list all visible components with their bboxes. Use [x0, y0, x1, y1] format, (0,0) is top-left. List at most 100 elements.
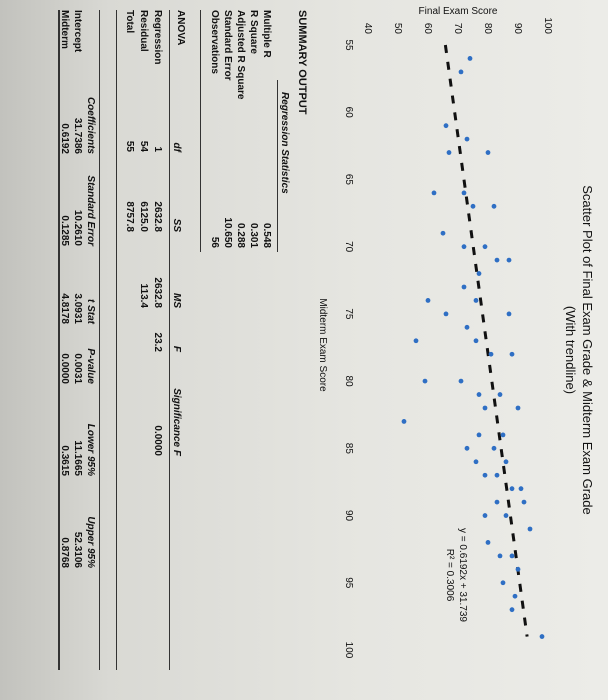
x-ticks: 55 60 65 70 75 80 85 90 95 100	[343, 39, 354, 658]
data-point	[461, 284, 467, 290]
data-point	[482, 244, 488, 250]
data-point	[494, 472, 500, 478]
coef-cell: 52.3106	[72, 531, 83, 568]
coef-header: Upper 95%	[85, 516, 96, 568]
data-point	[476, 392, 482, 397]
data-point	[494, 257, 500, 263]
data-point	[431, 190, 437, 196]
data-point	[515, 566, 521, 572]
data-point	[464, 445, 470, 451]
data-point	[515, 405, 521, 411]
anova-row-label: Residual	[138, 10, 149, 52]
coef-header: P-value	[85, 348, 96, 384]
anova-cell: 2632.8	[152, 277, 163, 308]
coef-cell: 0.8768	[59, 537, 70, 568]
summary-title: SUMMARY OUTPUT	[296, 10, 308, 115]
data-point	[461, 244, 467, 250]
coef-header: Coefficients	[85, 96, 96, 154]
data-point	[473, 459, 479, 465]
y-ticks: 40 50 60 70 80 90 100	[362, 17, 553, 34]
divider	[99, 10, 100, 670]
divider	[277, 80, 278, 252]
data-point	[413, 338, 419, 344]
x-tick-label: 65	[343, 174, 354, 186]
data-point	[539, 634, 545, 639]
data-point	[509, 553, 515, 559]
anova-header: Significance F	[171, 388, 182, 456]
reg-stat-label: Multiple R	[261, 10, 272, 58]
coef-cell: 0.0000	[59, 353, 70, 384]
y-tick-label: 60	[422, 23, 433, 35]
data-point	[488, 351, 494, 357]
trendline	[443, 44, 529, 637]
reg-stat-label: Standard Error	[222, 10, 233, 81]
data-point	[476, 271, 482, 276]
coef-cell: 31.7386	[72, 117, 83, 154]
data-point	[482, 513, 488, 518]
data-point	[509, 607, 515, 613]
data-point	[509, 351, 515, 357]
x-tick-label: 60	[343, 107, 354, 119]
trend-r2: R² = 0.3006	[444, 549, 455, 602]
coef-header: Standard Error	[85, 175, 96, 246]
data-point	[503, 513, 509, 518]
data-point	[473, 338, 479, 344]
trend-equation: y = 0.6192x + 31.739	[457, 528, 468, 622]
x-tick-label: 70	[343, 241, 354, 253]
anova-cell: 23.2	[152, 332, 163, 352]
trendline-path	[443, 44, 529, 637]
reg-stat-value: 0.288	[235, 222, 246, 248]
x-tick-label: 75	[343, 308, 354, 320]
data-point	[485, 540, 491, 545]
data-point	[500, 432, 506, 438]
y-axis-label-group: Final Exam Score	[419, 6, 498, 17]
data-point	[476, 432, 482, 438]
data-point	[473, 298, 479, 303]
coef-header: Lower 95%	[85, 423, 96, 476]
data-point	[446, 150, 452, 155]
y-tick-label: 90	[512, 23, 523, 35]
x-tick-label: 85	[343, 443, 354, 455]
data-point	[521, 499, 527, 505]
coef-cell: 10.2610	[72, 209, 83, 246]
coef-row-label: Intercept	[72, 10, 83, 53]
anova-cell: 0.0000	[152, 425, 163, 456]
data-point	[503, 459, 509, 465]
coef-cell: 0.3615	[59, 445, 70, 476]
y-tick-label: 100	[542, 17, 553, 34]
divider	[116, 10, 117, 670]
x-tick-label: 100	[343, 642, 354, 659]
reg-stat-value: 10.650	[222, 217, 233, 248]
anova-cell: 8757.8	[124, 201, 135, 232]
data-point	[485, 150, 491, 155]
data-point	[467, 56, 473, 61]
divider	[58, 10, 60, 670]
reg-stat-value: 56	[209, 236, 220, 248]
data-point	[464, 324, 470, 330]
reg-stats-header: Regression Statistics	[279, 92, 290, 194]
data-point	[470, 203, 476, 209]
anova-row-label: Total	[124, 10, 135, 34]
y-axis-label: Final Exam Score	[419, 6, 498, 17]
data-point	[482, 405, 488, 411]
data-point	[509, 486, 515, 492]
coef-cell: 0.0031	[72, 353, 83, 384]
data-point	[518, 486, 524, 492]
anova-cell: 55	[124, 140, 135, 152]
data-point	[440, 230, 446, 236]
data-point	[443, 123, 449, 129]
anova-header: df	[171, 142, 182, 152]
anova-cell: 1	[152, 146, 163, 152]
y-tick-label: 70	[452, 23, 463, 35]
y-tick-label: 40	[362, 23, 373, 35]
reg-stat-value: 0.548	[261, 222, 272, 248]
x-tick-label: 90	[343, 510, 354, 522]
coef-cell: 0.1285	[59, 215, 70, 246]
anova-title: ANOVA	[175, 10, 186, 46]
anova-header: MS	[171, 293, 182, 308]
y-tick-label: 50	[392, 23, 403, 35]
divider	[200, 10, 201, 252]
x-tick-label: 55	[343, 39, 354, 51]
x-tick-label: 80	[343, 376, 354, 388]
data-point	[443, 311, 449, 317]
